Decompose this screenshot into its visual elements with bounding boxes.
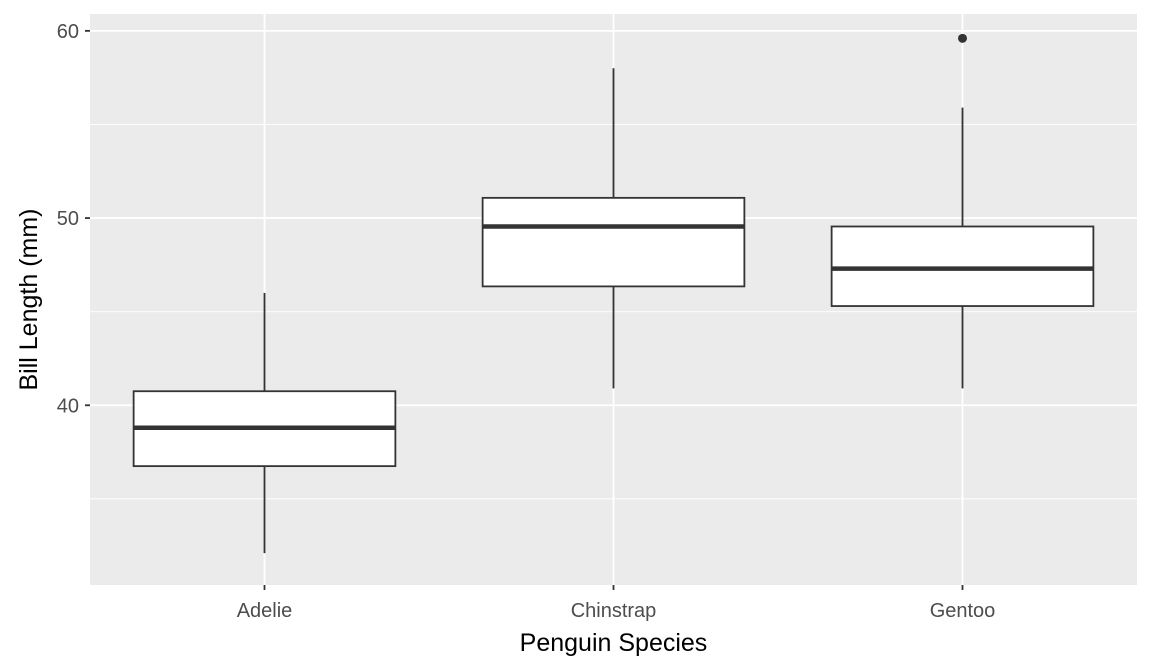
x-axis-ticks: Adelie Chinstrap Gentoo	[237, 585, 996, 622]
x-tick-label: Adelie	[237, 600, 293, 622]
y-axis-ticks: 40 50 60	[57, 21, 90, 417]
y-tick-label: 50	[57, 208, 79, 230]
outlier-point	[958, 33, 967, 43]
box-gentoo	[830, 33, 1095, 389]
box-iqr	[481, 196, 746, 288]
box-chinstrap	[481, 68, 746, 389]
y-axis-title: Bill Length (mm)	[15, 209, 43, 391]
boxes-layer	[132, 33, 1095, 554]
box-adelie	[132, 292, 397, 554]
box-iqr	[830, 225, 1095, 307]
x-tick-label: Gentoo	[930, 600, 996, 622]
x-axis-title: Penguin Species	[520, 629, 708, 657]
x-tick-label: Chinstrap	[571, 600, 657, 622]
y-tick-label: 60	[57, 21, 79, 43]
y-tick-label: 40	[57, 395, 79, 417]
